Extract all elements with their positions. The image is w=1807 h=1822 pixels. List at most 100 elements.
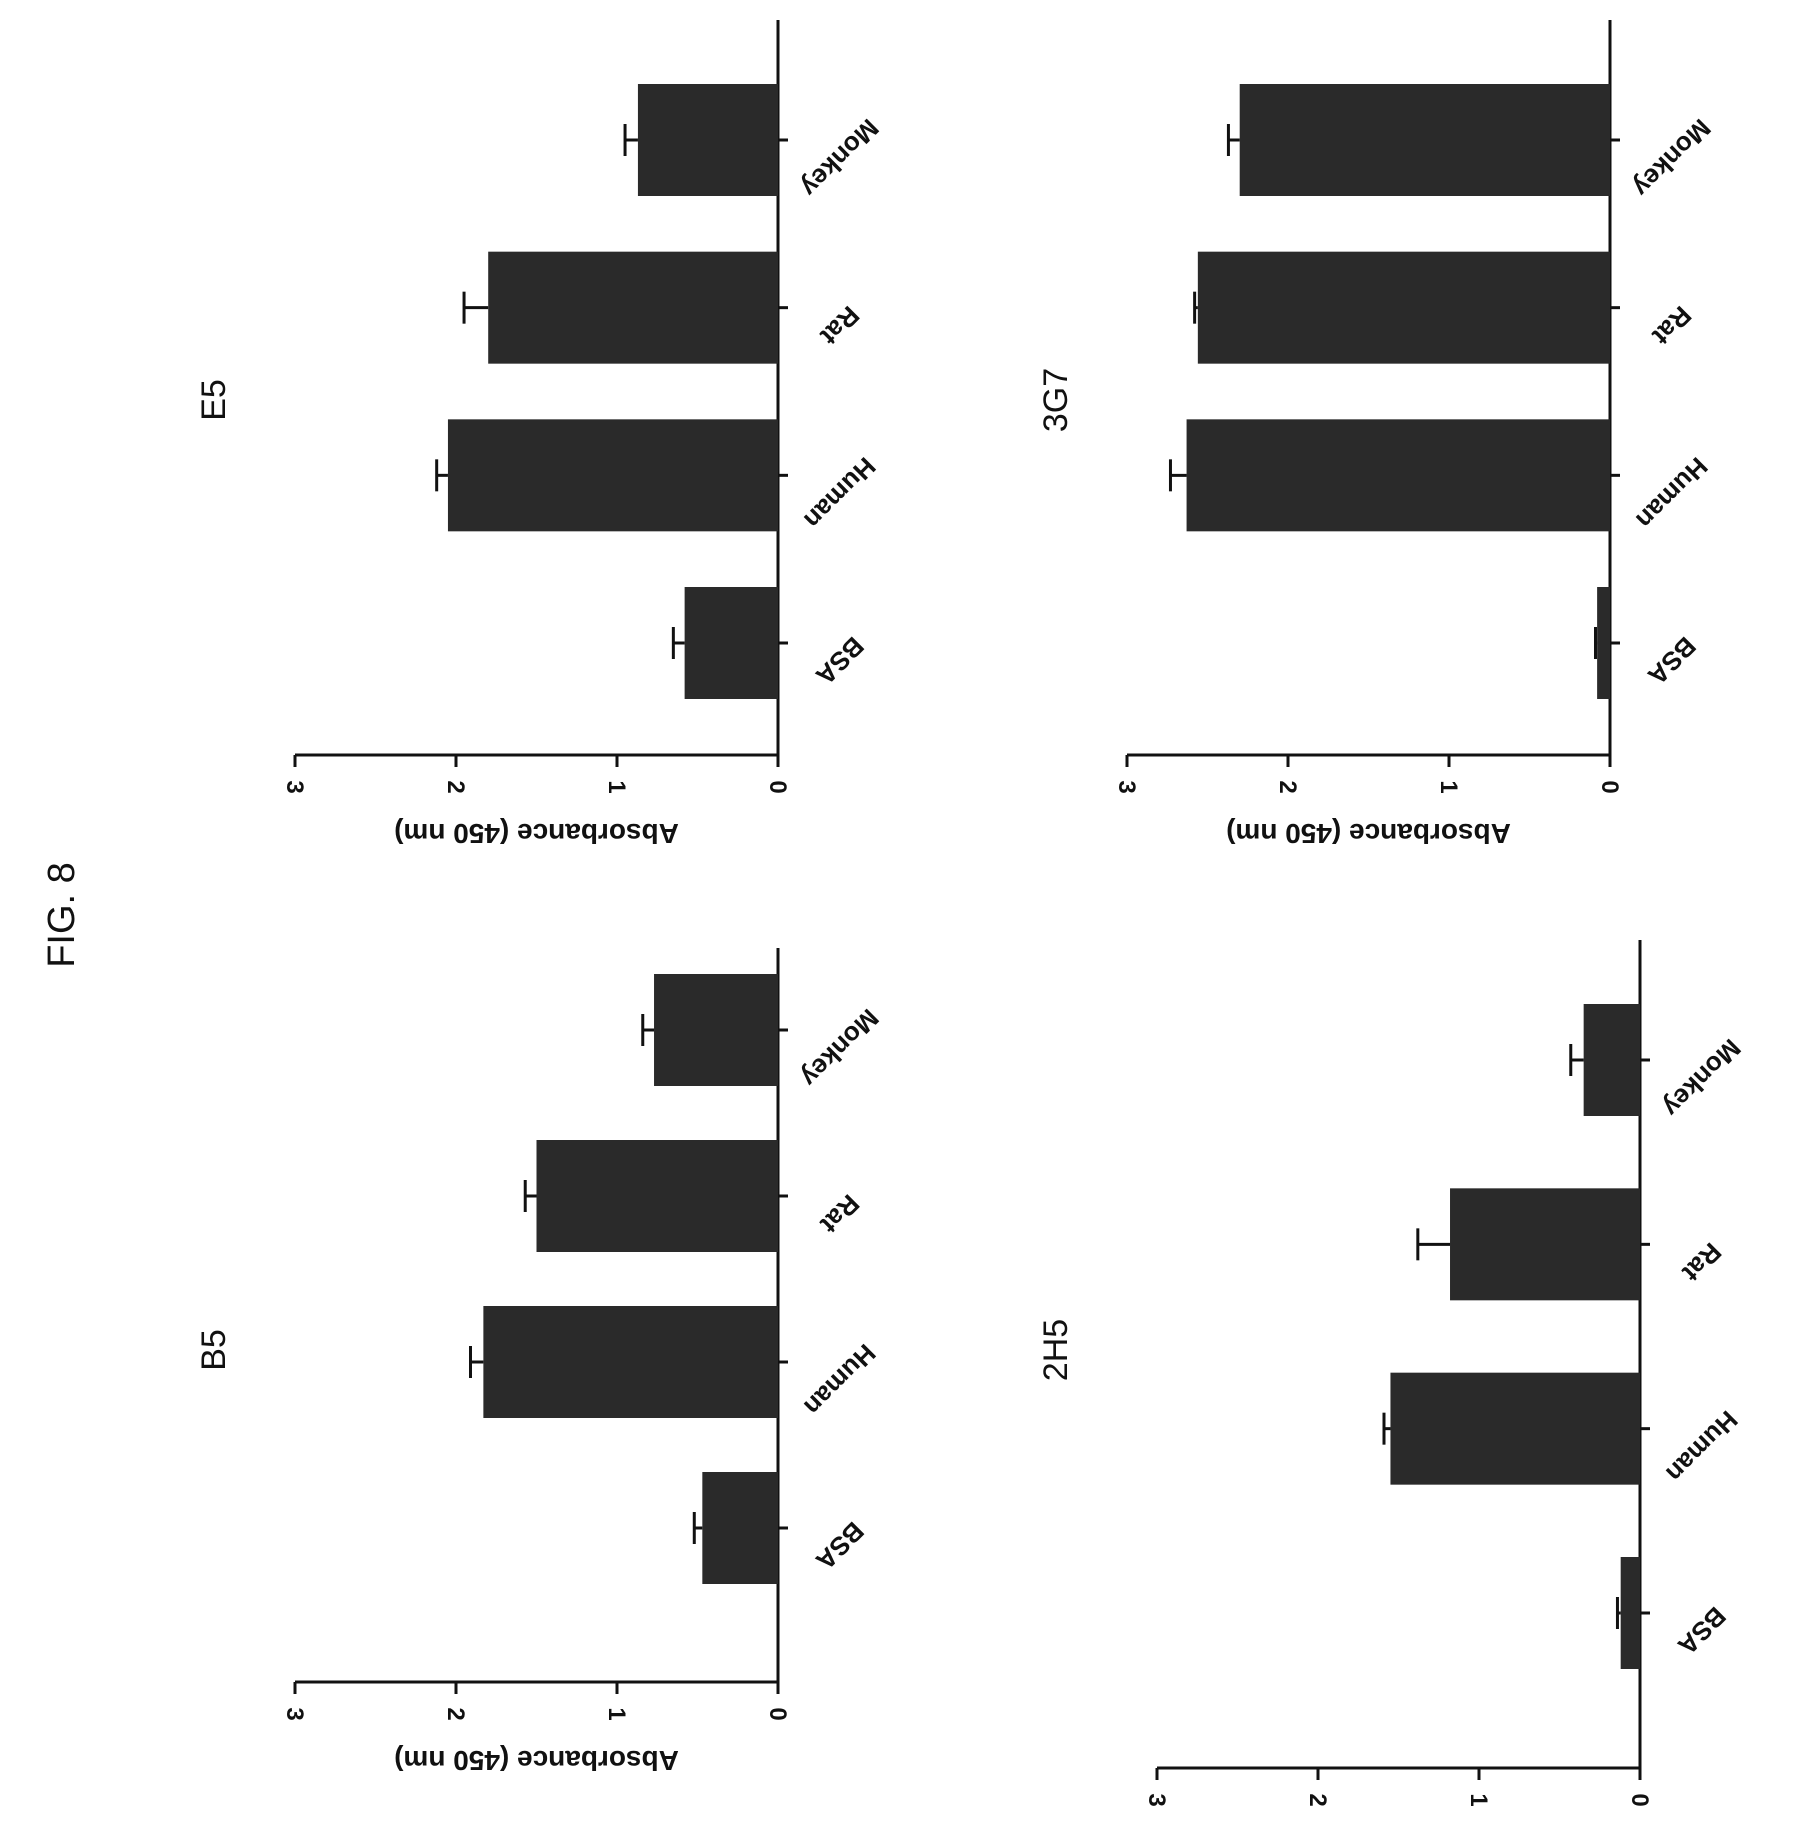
chart-panel-b5: B5 0 1 2 3 Absorbance (450 nm) BSA Human Rat Monk…: [195, 948, 885, 1776]
axis-title-group: Absorbance (450 nm): [394, 1745, 679, 1776]
value-tick-label-group: 0: [1596, 780, 1623, 793]
category-label-group: BSA: [810, 1516, 870, 1576]
category-label-group: Human: [798, 452, 882, 536]
panel-title-group: B5: [195, 1329, 233, 1371]
chart-panel-2h5: 2H50123Absorbance (450 nm)BSAHumanRatMon…: [1037, 940, 1747, 1807]
category-label-group: Monkey: [795, 113, 885, 203]
value-tick-label: 2: [442, 780, 469, 793]
category-label-group: Human: [1630, 452, 1714, 536]
value-tick-label-group: 0: [764, 1707, 791, 1720]
value-tick-label-group: 2: [1274, 780, 1301, 793]
charts-group: B5 0 1 2 3 Absorbance (450 nm) BSA Human Rat Monk…: [195, 20, 1747, 1807]
panel-title-group: E5: [195, 379, 233, 421]
value-tick-label: 3: [1143, 1793, 1170, 1806]
category-label-group: Rat: [1646, 300, 1697, 351]
category-label-group: BSA: [810, 631, 870, 691]
value-tick-label: 0: [1626, 1793, 1653, 1806]
bar-rat: [536, 1140, 778, 1252]
value-tick-label: 3: [1113, 780, 1140, 793]
category-label-group: Rat: [1676, 1237, 1727, 1288]
bar-monkey: [1583, 1004, 1640, 1116]
value-tick-label-group: 2: [442, 1707, 469, 1720]
bar-bsa: [702, 1472, 778, 1584]
axis-title-group: Absorbance (450 nm): [394, 818, 679, 849]
category-label-group: Rat: [814, 300, 865, 351]
chart-panel-3g7: 3G7 0 1 2 3 Absorbance (450 nm) BSA Human Rat Mon…: [1037, 20, 1717, 849]
category-label-group: Rat: [814, 1189, 865, 1240]
category-label-group: Human: [1660, 1405, 1744, 1489]
panel-title-group: 3G7: [1037, 368, 1075, 432]
bar-bsa: [1620, 1557, 1640, 1669]
value-tick-label: 0: [764, 780, 791, 793]
value-tick-label-group: 3: [1113, 780, 1140, 793]
value-tick-label: 1: [1465, 1793, 1492, 1806]
value-tick-label-group: 1: [603, 1707, 630, 1720]
figure-title: FIG. 8: [41, 862, 83, 968]
value-tick-label-group: 2: [1304, 1793, 1331, 1806]
category-label-rat: Rat: [814, 300, 865, 351]
bar-monkey: [637, 84, 778, 196]
bar-human: [1390, 1372, 1640, 1485]
chart-panel-e5: E5 0 1 2 3 Absorbance (450 nm) BSA Human Rat Monk…: [195, 20, 885, 849]
category-label-bsa: BSA: [810, 1516, 870, 1576]
panel-title-group: 2H5: [1037, 1319, 1075, 1381]
bar-rat: [1197, 251, 1610, 364]
category-label-rat: Rat: [814, 1189, 865, 1240]
axis-title-group: Absorbance (450 nm): [1226, 818, 1511, 849]
category-label-group: BSA: [1642, 631, 1702, 691]
value-tick-label: 1: [603, 1707, 630, 1720]
category-label-monkey: Monkey: [1657, 1033, 1747, 1123]
value-tick-label-group: 1: [603, 780, 630, 793]
value-tick-label: 0: [1596, 780, 1623, 793]
value-tick-label-group: 3: [281, 1707, 308, 1720]
bar-human: [1186, 419, 1610, 532]
bar-monkey: [1239, 84, 1610, 196]
category-label-group: BSA: [1672, 1601, 1732, 1661]
category-label-bsa: BSA: [1672, 1601, 1732, 1661]
value-tick-label: 3: [281, 1707, 308, 1720]
category-label-bsa: BSA: [1642, 631, 1702, 691]
category-label-group: Monkey: [795, 1003, 885, 1093]
value-tick-label-group: 3: [281, 780, 308, 793]
category-label-monkey: Monkey: [1627, 113, 1717, 203]
value-tick-label: 2: [442, 1707, 469, 1720]
y-axis-title: Absorbance (450 nm): [1226, 818, 1511, 849]
bar-rat: [488, 251, 778, 364]
panel-title: B5: [195, 1329, 233, 1371]
category-label-monkey: Monkey: [795, 113, 885, 203]
bar-human: [483, 1306, 778, 1418]
value-tick-label-group: 3: [1143, 1793, 1170, 1806]
category-label-human: Human: [1660, 1405, 1744, 1489]
panel-title: E5: [195, 379, 233, 421]
bar-monkey: [654, 974, 778, 1086]
value-tick-label-group: 2: [442, 780, 469, 793]
value-tick-label: 3: [281, 780, 308, 793]
bar-bsa: [684, 587, 778, 699]
category-label-human: Human: [798, 452, 882, 536]
bar-bsa: [1597, 587, 1610, 699]
category-label-rat: Rat: [1646, 300, 1697, 351]
category-label-group: Human: [798, 1338, 882, 1422]
value-tick-label: 2: [1274, 780, 1301, 793]
panel-title: 2H5: [1037, 1319, 1075, 1381]
value-tick-label: 1: [603, 780, 630, 793]
y-axis-title: Absorbance (450 nm): [394, 818, 679, 849]
bar-human: [447, 419, 778, 532]
category-label-bsa: BSA: [810, 631, 870, 691]
value-tick-label: 0: [764, 1707, 791, 1720]
category-label-group: Monkey: [1657, 1033, 1747, 1123]
category-label-human: Human: [798, 1338, 882, 1422]
y-axis-title: Absorbance (450 nm): [394, 1745, 679, 1776]
value-tick-label: 1: [1435, 780, 1462, 793]
value-tick-label-group: 0: [1626, 1793, 1653, 1806]
value-tick-label-group: 0: [764, 780, 791, 793]
bar-rat: [1450, 1188, 1640, 1301]
value-tick-label-group: 1: [1465, 1793, 1492, 1806]
category-label-rat: Rat: [1676, 1237, 1727, 1288]
category-label-monkey: Monkey: [795, 1003, 885, 1093]
panel-title: 3G7: [1037, 368, 1075, 432]
category-label-group: Monkey: [1627, 113, 1717, 203]
value-tick-label: 2: [1304, 1793, 1331, 1806]
value-tick-label-group: 1: [1435, 780, 1462, 793]
